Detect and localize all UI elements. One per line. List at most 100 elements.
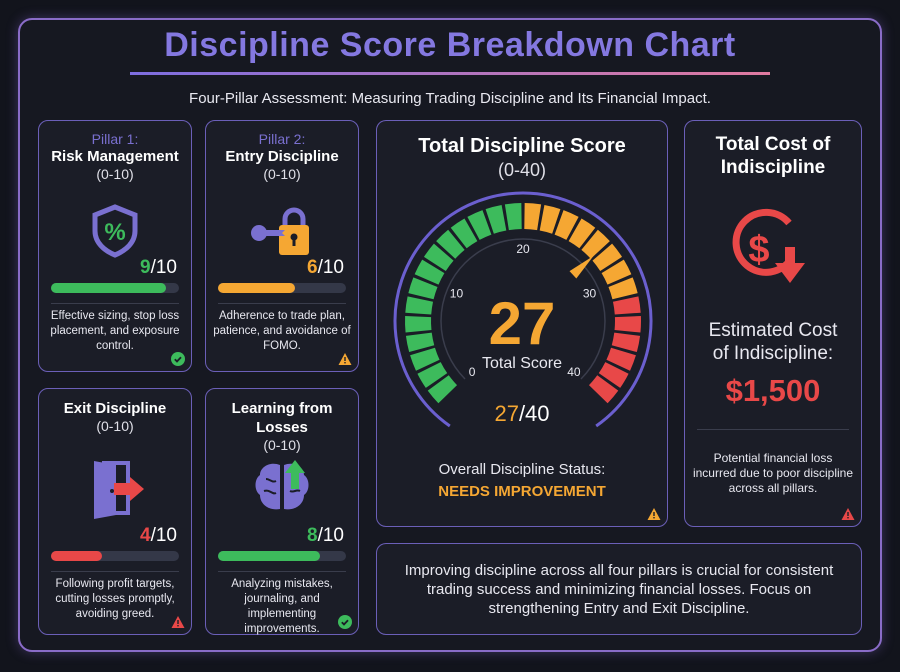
gauge-segment	[423, 243, 454, 271]
gauge-tick-label: 20	[516, 242, 530, 256]
pillar-label: Pillar 2:	[258, 131, 306, 147]
total-score-label: Total Score	[481, 355, 563, 372]
divider	[218, 571, 346, 572]
status-badge: NEEDS IMPROVEMENT	[438, 483, 606, 500]
gauge-segment	[606, 347, 636, 371]
pillar-description: Effective sizing, stop loss placement, a…	[50, 310, 180, 352]
gauge-segment	[581, 229, 610, 259]
pillar-score-value: 6	[307, 257, 318, 278]
gauge-segment	[608, 277, 638, 300]
gauge-segment	[467, 210, 492, 240]
pillar-name: Entry Discipline	[225, 148, 339, 165]
pillar-score: 6/10	[307, 257, 344, 279]
gauge-segment	[554, 210, 579, 240]
gauge-segment	[405, 296, 434, 315]
summary-card: Improving discipline across all four pil…	[376, 543, 862, 635]
gauge-segment	[592, 243, 623, 271]
gauge-segment	[427, 375, 458, 404]
door-exit-icon	[82, 457, 148, 524]
gauge-inner-arc	[440, 238, 606, 380]
pillar-score: 8/10	[307, 525, 344, 547]
pillar-description: Analyzing mistakes, journaling, and impl…	[231, 578, 333, 635]
total-score-card: Total Discipline Score (0-40) 0 10 20 30 40 …	[376, 120, 668, 527]
total-range: (0-40)	[497, 160, 546, 180]
gauge-segment	[450, 218, 478, 249]
pillar-range: (0-10)	[263, 166, 301, 182]
gauge-segment	[539, 204, 561, 234]
pillar-score-value: 8	[307, 525, 318, 546]
page-title: Discipline Score Breakdown Chart	[164, 26, 736, 64]
gauge-needle	[569, 255, 594, 279]
warning-icon	[171, 615, 185, 629]
total-score-max: /40	[518, 401, 550, 426]
pillar-progress-fill	[51, 551, 103, 561]
status-label: Overall Discipline Status:	[438, 461, 606, 478]
pillar-score-max: /10	[150, 257, 177, 278]
pillar-range: (0-10)	[96, 418, 134, 434]
shield-percent-icon: %	[87, 203, 143, 264]
gauge-segment	[405, 316, 432, 333]
cost-label: Estimated Cost of Indiscipline:	[708, 320, 838, 364]
gauge-segment	[485, 204, 507, 234]
gauge: 0 10 20 30 40	[393, 191, 653, 428]
pillar-description: Adherence to trade plan, patience, and a…	[213, 310, 351, 352]
gauge-tick-label: 30	[583, 286, 597, 300]
gauge-segment	[410, 347, 440, 371]
check-icon	[338, 615, 352, 629]
pillar-name: Learning from Losses	[231, 400, 333, 436]
divider	[51, 571, 179, 572]
total-score-fraction: 27/40	[377, 401, 667, 427]
pillar-score: 9/10	[140, 257, 177, 279]
pillar-range: (0-10)	[263, 437, 301, 453]
pillar-card: Learning from Losses (0-10) 8/10 Analyzi…	[205, 388, 359, 635]
check-icon	[171, 352, 185, 366]
gauge-outer-arc	[393, 191, 653, 428]
pillar-score-max: /10	[150, 525, 177, 546]
dollar-down-icon: $	[732, 208, 805, 283]
gauge-tick-label: 10	[450, 286, 464, 300]
warning-icon	[841, 508, 855, 520]
pillar-card: Pillar 1: Risk Management (0-10) % 9/10 …	[38, 120, 192, 372]
pillar-progress-fill	[218, 551, 321, 561]
cost-description: Potential financial loss incurred due to…	[692, 451, 854, 495]
pillar-score-value: 9	[140, 257, 151, 278]
total-title: Total Discipline Score	[418, 135, 626, 157]
pillar-range: (0-10)	[96, 166, 134, 182]
gauge-segment	[417, 362, 448, 388]
gauge-segment	[568, 218, 596, 249]
pillar-progress-fill	[218, 283, 295, 293]
pillar-progress-bar	[218, 551, 346, 561]
pillar-score-max: /10	[317, 257, 344, 278]
gauge-segment	[414, 259, 445, 285]
gauge-segment	[601, 259, 632, 285]
pillar-card: Exit Discipline (0-10) 4/10 Following pr…	[38, 388, 192, 635]
gauge-segment	[614, 316, 641, 333]
subtitle: Four-Pillar Assessment: Measuring Tradin…	[189, 90, 711, 107]
cost-amount: $1,500	[725, 373, 821, 408]
gauge-segment	[524, 203, 542, 231]
gauge-tick-label: 0	[469, 365, 476, 379]
divider	[218, 303, 346, 304]
gauge-segment	[598, 362, 629, 388]
brain-arrow-icon	[250, 457, 314, 522]
divider	[697, 429, 849, 430]
warning-icon	[338, 352, 352, 366]
pillar-description: Following profit targets, cutting losses…	[55, 578, 175, 620]
pillar-progress-bar	[51, 551, 179, 561]
gauge-segment	[405, 332, 435, 353]
cost-card: Total Cost of Indiscipline $ Estimated C…	[684, 120, 862, 527]
gauge-segment	[588, 375, 619, 404]
svg-text:%: %	[104, 219, 125, 246]
pillar-name: Risk Management	[51, 148, 179, 165]
divider	[51, 303, 179, 304]
warning-icon	[647, 508, 661, 520]
gauge-segment	[611, 332, 641, 353]
gauge-segment	[436, 229, 465, 259]
pillar-score-max: /10	[317, 525, 344, 546]
gauge-segment	[408, 277, 438, 300]
title-underline	[130, 72, 770, 75]
pillar-score-value: 4	[140, 525, 151, 546]
pillar-score: 4/10	[140, 525, 177, 547]
total-value: 27	[488, 290, 556, 357]
pillar-progress-fill	[51, 283, 167, 293]
